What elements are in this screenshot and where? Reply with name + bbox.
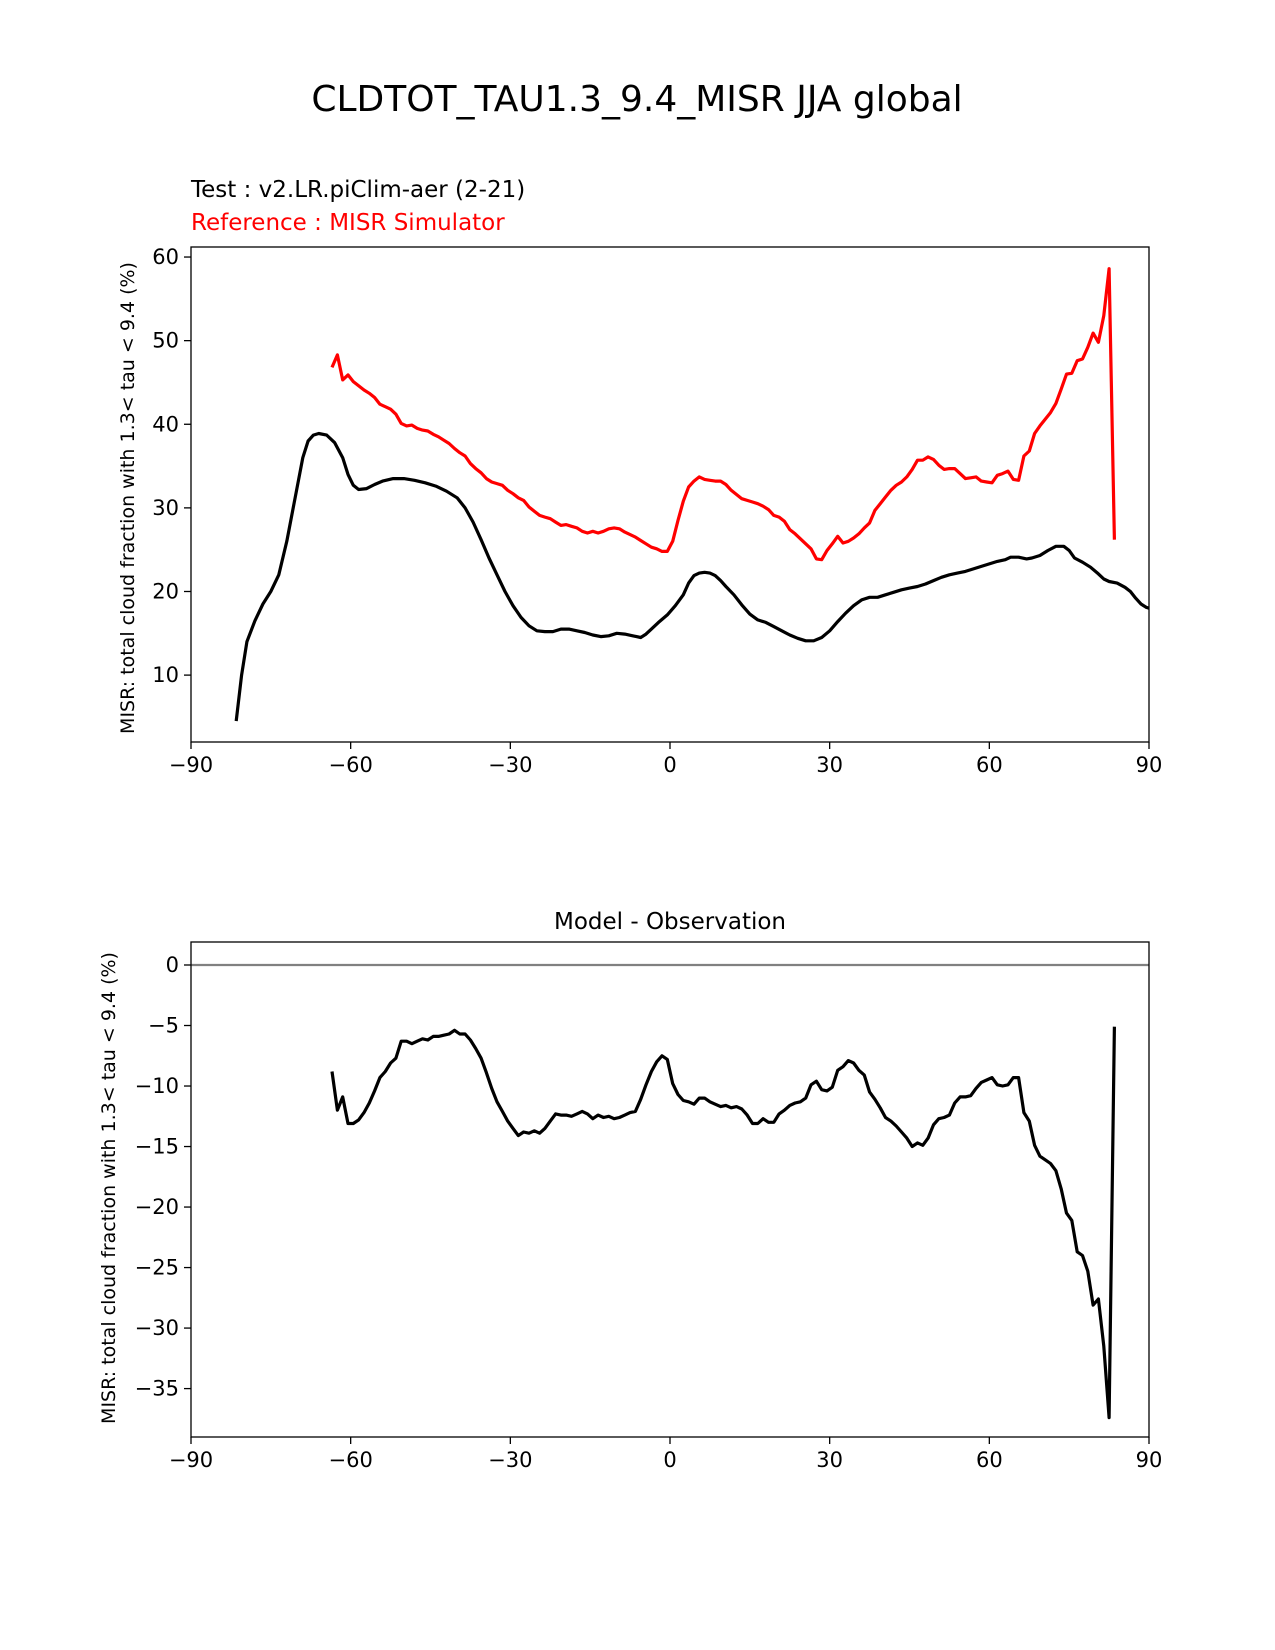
x-tick-label: 0 — [663, 1448, 676, 1472]
x-tick-label: −30 — [488, 1448, 532, 1472]
top-y-axis-label: MISR: total cloud fraction with 1.3< tau… — [117, 262, 139, 734]
bottom-panel: Model - Observation MISR: total cloud fr… — [98, 909, 1162, 1472]
y-tick-label: −10 — [135, 1074, 179, 1098]
bottom-y-axis-label: MISR: total cloud fraction with 1.3< tau… — [98, 952, 120, 1424]
reference-title: Reference : MISR Simulator — [191, 210, 505, 236]
y-tick-label: 40 — [152, 412, 179, 436]
top-plot-frame — [190, 246, 1150, 743]
top-plot-marks: −90 −60 −30 0 30 60 90 10 20 30 40 50 60 — [152, 245, 1162, 777]
reference-series-line — [330, 267, 1116, 562]
x-tick-label: 90 — [1136, 753, 1163, 777]
x-tick-label: 30 — [816, 1448, 843, 1472]
y-tick-label: 0 — [166, 953, 179, 977]
bottom-plot-frame — [190, 941, 1150, 1438]
x-tick-label: 30 — [816, 753, 843, 777]
x-tick-label: 60 — [976, 753, 1003, 777]
x-tick-label: −60 — [329, 1448, 373, 1472]
y-tick-label: −20 — [135, 1195, 179, 1219]
y-tick-label: 50 — [152, 329, 179, 353]
y-tick-label: 30 — [152, 496, 179, 520]
x-tick-label: −90 — [169, 1448, 213, 1472]
difference-title: Model - Observation — [554, 909, 786, 935]
x-tick-label: −90 — [169, 753, 213, 777]
test-series-line — [234, 431, 1150, 722]
x-tick-label: 60 — [976, 1448, 1003, 1472]
top-panel: Test : v2.LR.piClim-aer (2-21) Reference… — [117, 177, 1162, 777]
y-tick-label: −25 — [135, 1256, 179, 1280]
test-title: Test : v2.LR.piClim-aer (2-21) — [190, 177, 525, 203]
figure-title: CLDTOT_TAU1.3_9.4_MISR JJA global — [311, 79, 962, 120]
difference-series-line — [330, 1026, 1116, 1420]
y-tick-label: 60 — [152, 245, 179, 269]
y-tick-label: −35 — [135, 1377, 179, 1401]
y-tick-label: −15 — [135, 1135, 179, 1159]
x-tick-label: 90 — [1136, 1448, 1163, 1472]
x-tick-label: 0 — [663, 753, 676, 777]
y-tick-label: 10 — [152, 663, 179, 687]
x-tick-label: −30 — [488, 753, 532, 777]
bottom-plot-marks: −90 −60 −30 0 30 60 90 0 −5 −10 −15 −20 −25 −30 −35 — [135, 953, 1163, 1472]
y-tick-label: 20 — [152, 579, 179, 603]
x-tick-label: −60 — [329, 753, 373, 777]
y-tick-label: −5 — [148, 1014, 179, 1038]
y-tick-label: −30 — [135, 1316, 179, 1340]
